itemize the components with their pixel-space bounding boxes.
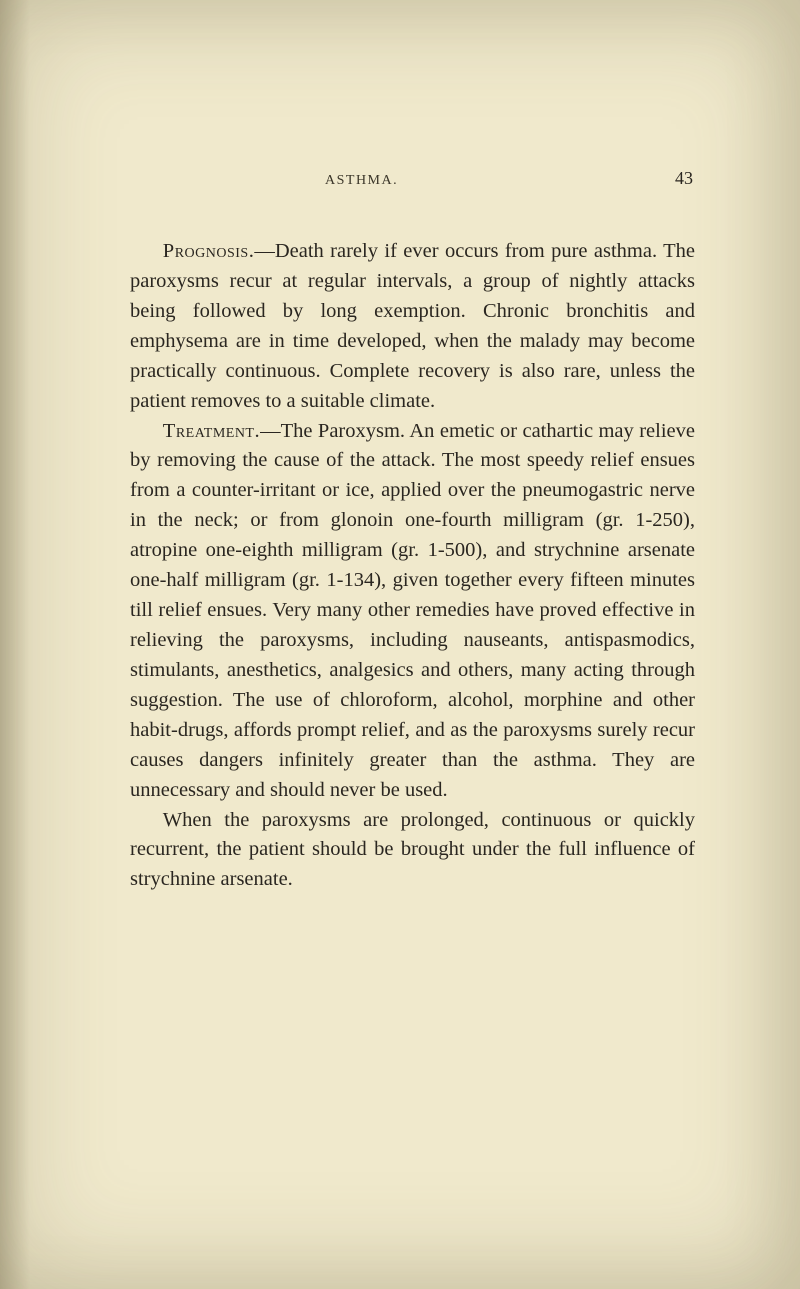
paragraph-when: When the paroxysms are prolonged, contin… <box>130 806 695 896</box>
paragraph-prognosis-rest: —Death rarely if ever occurs from pure a… <box>130 240 695 412</box>
page-header: ASTHMA. 43 <box>130 168 695 189</box>
paragraph-treatment-rest: —The Paroxysm. An emetic or cathartic ma… <box>130 420 695 801</box>
body-text: Prognosis.—Death rarely if ever occurs f… <box>130 237 695 895</box>
running-head: ASTHMA. <box>325 173 398 189</box>
lead-word-treatment: Treatment. <box>163 420 260 442</box>
paragraph-prognosis: Prognosis.—Death rarely if ever occurs f… <box>130 237 695 417</box>
book-page: ASTHMA. 43 Prognosis.—Death rarely if ev… <box>0 0 800 975</box>
paragraph-treatment: Treatment.—The Paroxysm. An emetic or ca… <box>130 417 695 806</box>
page-number: 43 <box>675 168 693 189</box>
lead-word-prognosis: Prognosis. <box>163 240 255 262</box>
